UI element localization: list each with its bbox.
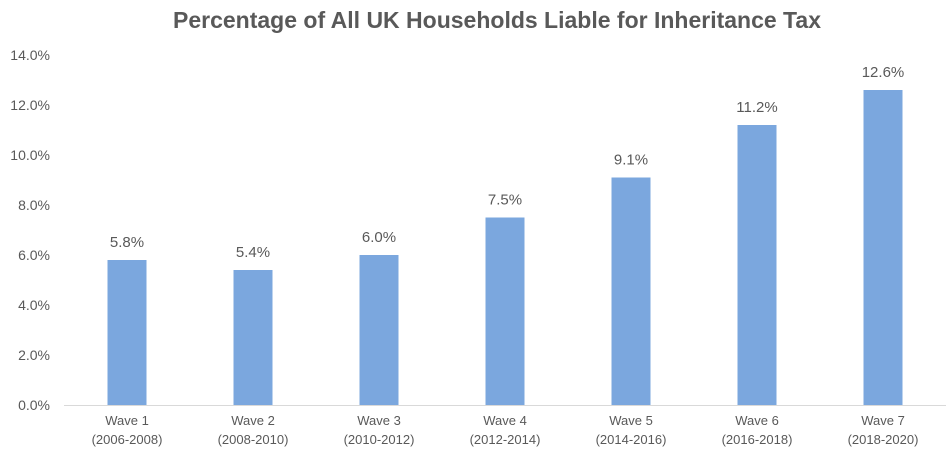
x-tick-label-line1: Wave 4 — [483, 413, 527, 428]
y-tick-label: 4.0% — [18, 297, 50, 313]
y-tick-label: 14.0% — [10, 47, 50, 63]
data-label: 11.2% — [736, 99, 777, 116]
bar — [737, 125, 777, 405]
bar — [359, 255, 399, 405]
x-tick-label-line1: Wave 6 — [735, 413, 779, 428]
value-labels: 5.8% 5.4% 6.0% 7.5% 9.1% 11.2% 12.6% — [110, 64, 904, 261]
data-label: 12.6% — [862, 64, 905, 81]
x-tick-label: Wave 7 (2018-2020) — [848, 413, 919, 447]
x-tick-label: Wave 1 (2006-2008) — [92, 413, 163, 447]
x-tick-label-line1: Wave 5 — [609, 413, 653, 428]
x-axis-category-labels: Wave 1 (2006-2008) Wave 2 (2008-2010) Wave 3… — [92, 413, 919, 447]
y-tick-label: 8.0% — [18, 197, 50, 213]
x-tick-label: Wave 3 (2010-2012) — [344, 413, 415, 447]
x-tick-label-line2: (2006-2008) — [92, 432, 163, 447]
x-tick-label-line1: Wave 2 — [231, 413, 275, 428]
y-tick-label: 10.0% — [10, 147, 50, 163]
data-label: 7.5% — [488, 192, 522, 209]
chart-title: Percentage of All UK Households Liable f… — [173, 7, 821, 33]
y-axis-ticks: 0.0% 2.0% 4.0% 6.0% 8.0% 10.0% 12.0% 14.0% — [10, 47, 50, 413]
bar — [485, 217, 525, 405]
x-tick-label-line1: Wave 7 — [861, 413, 905, 428]
x-tick-label-line2: (2008-2010) — [218, 432, 289, 447]
data-label: 6.0% — [362, 229, 396, 246]
x-tick-label: Wave 6 (2016-2018) — [722, 413, 793, 447]
bar — [233, 270, 273, 405]
bar — [611, 177, 651, 405]
x-tick-label-line2: (2010-2012) — [344, 432, 415, 447]
x-tick-label-line2: (2016-2018) — [722, 432, 793, 447]
x-tick-label: Wave 2 (2008-2010) — [218, 413, 289, 447]
data-label: 5.8% — [110, 234, 144, 251]
x-tick-label: Wave 5 (2014-2016) — [596, 413, 667, 447]
x-tick-label-line1: Wave 1 — [105, 413, 149, 428]
x-tick-label-line2: (2018-2020) — [848, 432, 919, 447]
y-tick-label: 12.0% — [10, 97, 50, 113]
bars — [107, 90, 903, 405]
x-tick-label: Wave 4 (2012-2014) — [470, 413, 541, 447]
bar — [863, 90, 903, 405]
x-tick-label-line2: (2012-2014) — [470, 432, 541, 447]
x-tick-label-line2: (2014-2016) — [596, 432, 667, 447]
y-tick-label: 2.0% — [18, 347, 50, 363]
y-tick-label: 6.0% — [18, 247, 50, 263]
data-label: 5.4% — [236, 244, 270, 261]
x-tick-label-line1: Wave 3 — [357, 413, 401, 428]
bar — [107, 260, 147, 405]
data-label: 9.1% — [614, 152, 648, 169]
y-tick-label: 0.0% — [18, 397, 50, 413]
